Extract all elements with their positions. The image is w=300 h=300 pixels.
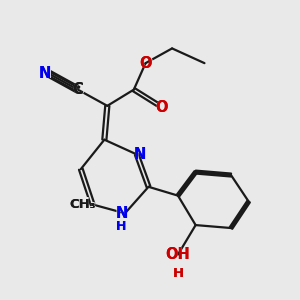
Text: CH₃: CH₃ (68, 197, 97, 212)
Text: N: N (115, 206, 128, 221)
Text: O: O (139, 56, 152, 70)
Text: C: C (73, 82, 83, 97)
Text: OH: OH (166, 247, 190, 262)
Text: OH: OH (164, 247, 191, 262)
Text: N: N (39, 66, 51, 81)
Text: H: H (172, 267, 184, 280)
Text: O: O (155, 100, 169, 115)
Text: N: N (115, 206, 128, 221)
Text: C: C (73, 82, 83, 97)
Text: CH₃: CH₃ (69, 198, 95, 211)
Text: H: H (116, 220, 127, 233)
Text: H: H (172, 266, 184, 281)
Text: O: O (139, 56, 152, 70)
Text: N: N (134, 147, 147, 162)
Text: N: N (134, 147, 146, 162)
Text: CH₃: CH₃ (69, 198, 95, 211)
Text: N: N (38, 66, 52, 81)
Text: N: N (134, 147, 146, 162)
Text: O: O (155, 100, 168, 115)
Text: O: O (139, 56, 152, 70)
Text: O: O (155, 100, 168, 115)
Text: H: H (172, 267, 184, 280)
Text: H: H (116, 220, 127, 233)
Text: C: C (72, 82, 84, 97)
Text: N: N (115, 206, 128, 221)
Text: OH: OH (166, 247, 190, 262)
Text: N: N (39, 66, 51, 81)
Text: H: H (116, 220, 127, 234)
